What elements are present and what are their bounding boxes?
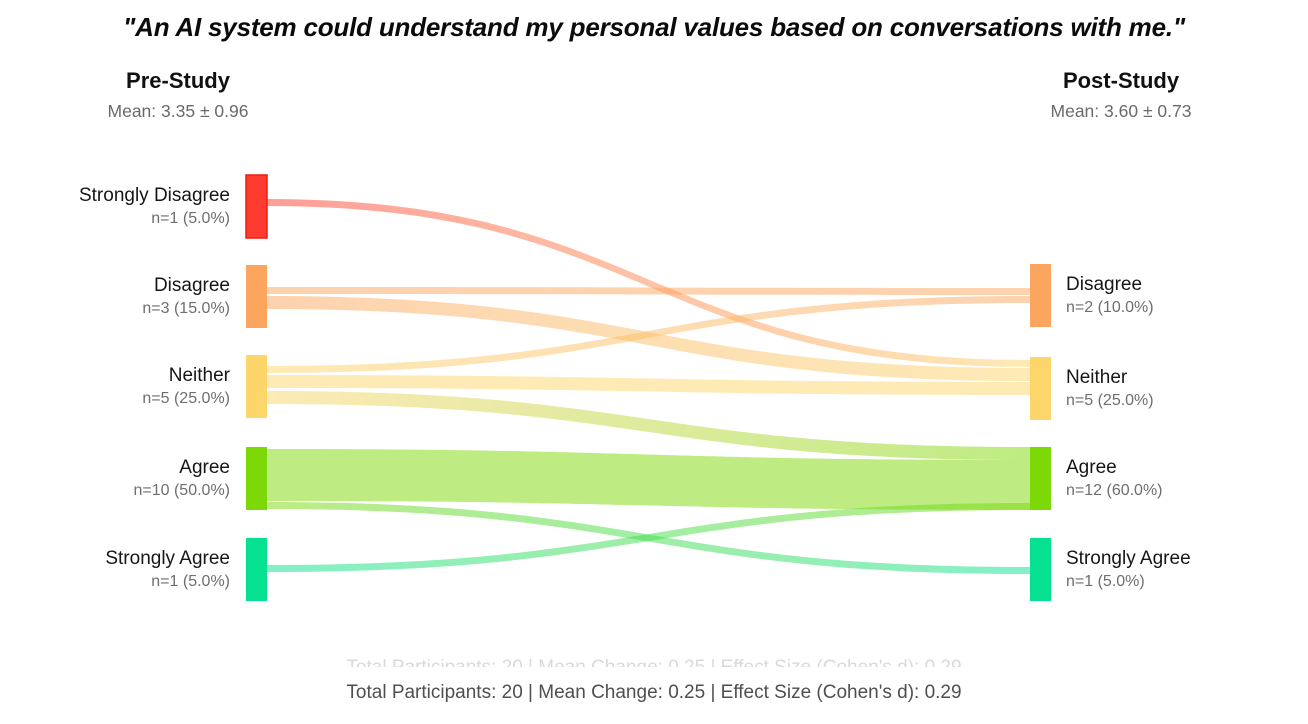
node-label-text: Neither [168, 364, 230, 386]
sankey-node-post_n [1030, 357, 1051, 420]
pre-study-label: Pre-Study [126, 68, 230, 93]
post-study-label: Post-Study [1062, 68, 1180, 93]
pre-node-label-disagree: Disagree n=3 (15.0%) [0, 274, 230, 320]
node-label-text: Disagree [1066, 273, 1143, 295]
node-count-text: n=5 (25.0%) [142, 389, 230, 407]
node-count-text: n=2 (10.0%) [1066, 298, 1154, 316]
post-node-label-disagree: Disagree n=2 (10.0%) [1066, 273, 1306, 319]
sankey-node-pre_a [246, 447, 267, 510]
flow-ribbon-pre_d-to-post_n [267, 296, 1030, 381]
node-label-text: Strongly Disagree [78, 184, 230, 206]
pre-node-label-neither: Neither n=5 (25.0%) [0, 364, 230, 410]
node-label-text: Agree [179, 456, 230, 478]
node-count-text: n=1 (5.0%) [151, 209, 230, 227]
sankey-node-pre_d [246, 265, 267, 328]
flow-ribbon-pre_n-to-post_a [267, 391, 1030, 460]
post-node-label-strongly-agree: Strongly Agree n=1 (5.0%) [1066, 547, 1306, 593]
sankey-node-pre_sd [245, 174, 268, 239]
flow-ribbon-pre_sa-to-post_a [267, 503, 1030, 572]
pre-node-label-strongly-agree: Strongly Agree n=1 (5.0%) [0, 547, 230, 593]
flow-ribbon-pre_sd-to-post_n [267, 199, 1030, 367]
flow-ribbon-pre_d-to-post_d [267, 287, 1030, 295]
pre-study-header: Pre-Study Mean: 3.35 ± 0.96 [28, 68, 328, 122]
post-node-label-neither: Neither n=5 (25.0%) [1066, 366, 1306, 412]
sankey-node-post_a [1030, 447, 1051, 510]
node-label-text: Disagree [153, 274, 230, 296]
flow-ribbon-pre_n-to-post_d [267, 296, 1030, 373]
pre-node-label-strongly-disagree: Strongly Disagree n=1 (5.0%) [0, 184, 230, 230]
sankey-node-pre_n [246, 355, 267, 418]
node-count-text: n=5 (25.0%) [1066, 391, 1154, 409]
node-count-text: n=1 (5.0%) [151, 572, 230, 590]
node-count-text: n=12 (60.0%) [1066, 481, 1163, 499]
pre-study-mean: Mean: 3.35 ± 0.96 [107, 101, 249, 121]
post-study-mean: Mean: 3.60 ± 0.73 [1050, 101, 1192, 121]
clipped-summary-ghost: Total Participants: 20 | Mean Change: 0.… [0, 658, 1308, 667]
post-node-label-agree: Agree n=12 (60.0%) [1066, 456, 1306, 502]
node-label-text: Neither [1066, 366, 1128, 388]
node-count-text: n=10 (50.0%) [133, 481, 230, 499]
summary-stats-text: Total Participants: 20 | Mean Change: 0.… [346, 682, 962, 703]
chart-title: "An AI system could understand my person… [122, 12, 1186, 42]
node-count-text: n=1 (5.0%) [1066, 572, 1145, 590]
post-study-header: Post-Study Mean: 3.60 ± 0.73 [971, 68, 1271, 122]
sankey-node-pre_sa [246, 538, 267, 601]
node-label-text: Strongly Agree [1066, 547, 1191, 569]
node-label-text: Strongly Agree [105, 547, 230, 569]
pre-node-label-agree: Agree n=10 (50.0%) [0, 456, 230, 502]
flow-ribbon-pre_a-to-post_a [267, 449, 1030, 510]
node-label-text: Agree [1066, 456, 1117, 478]
flow-ribbon-pre_n-to-post_n [267, 375, 1030, 395]
node-count-text: n=3 (15.0%) [142, 299, 230, 317]
sankey-node-post_sa [1030, 538, 1051, 601]
sankey-node-post_d [1030, 264, 1051, 327]
